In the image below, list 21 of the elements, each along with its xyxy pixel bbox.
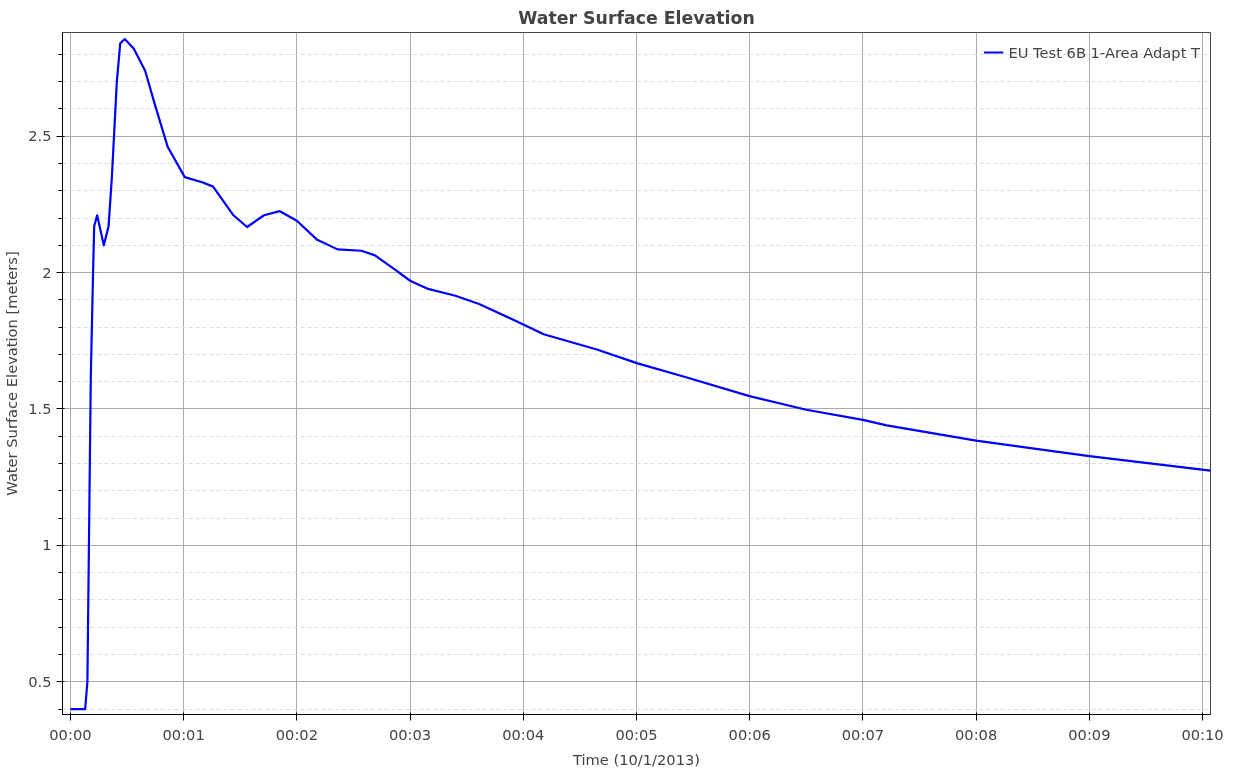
x-tick-label: 00:10 [1181,725,1224,743]
y-axis-title: Water Surface Elevation [meters] [3,251,21,496]
x-tick-label: 00:01 [162,725,205,743]
x-tick-label: 00:03 [388,725,432,743]
x-tick-label: 00:04 [502,725,545,743]
y-tick-label: 0.5 [28,672,52,690]
x-tick-label: 00:06 [728,725,771,743]
y-tick-label: 1 [42,536,52,554]
x-tick-label: 00:02 [275,725,318,743]
x-tick-label: 00:08 [955,725,998,743]
y-tick-label: 2 [42,263,52,281]
y-tick-label: 1.5 [28,399,52,417]
x-tick-label: 00:07 [841,725,885,743]
chart-title: Water Surface Elevation [518,7,755,28]
x-tick-label: 00:09 [1068,725,1111,743]
x-axis-title: Time (10/1/2013) [571,750,701,768]
x-tick-label: 00:05 [615,725,658,743]
line-series [69,37,1211,711]
y-tick-label: 2.5 [28,127,52,145]
legend-label: EU Test 6B 1-Area Adapt T [1008,43,1200,61]
x-tick-label: 00:00 [49,725,92,743]
